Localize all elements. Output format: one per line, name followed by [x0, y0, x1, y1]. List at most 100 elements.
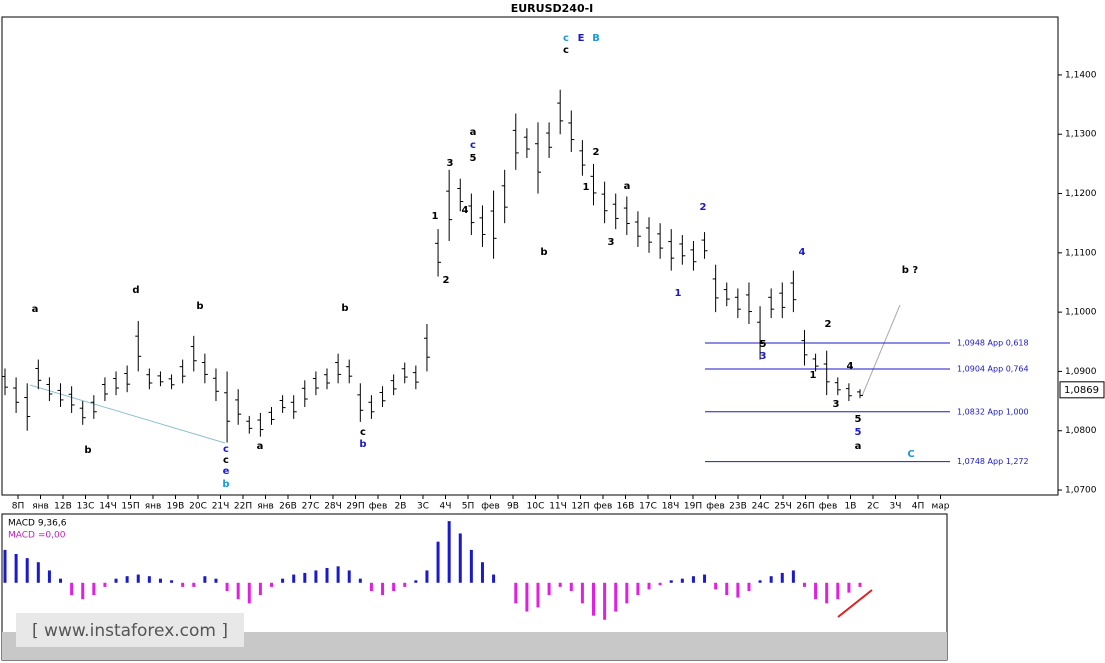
- y-tick-label: 1,1200: [1065, 189, 1097, 199]
- macd-bar: [625, 582, 629, 604]
- wave-label: b ?: [902, 265, 919, 276]
- x-tick-label: 15П: [121, 502, 139, 512]
- macd-bar: [814, 582, 818, 600]
- x-tick-label: 28Ч: [324, 502, 342, 512]
- macd-bar: [514, 582, 518, 604]
- x-tick-label: 26В: [279, 502, 297, 512]
- level-label: 1,0948 App 0,618: [957, 338, 1029, 347]
- y-tick-label: 1,1300: [1065, 130, 1097, 140]
- macd-bar: [292, 574, 296, 583]
- wave-label: 5: [855, 427, 862, 438]
- level-label: 1,0832 App 1,000: [957, 407, 1029, 416]
- x-tick-label: 16В: [617, 502, 635, 512]
- macd-bar: [725, 582, 729, 596]
- macd-bar: [680, 578, 684, 583]
- level-label: 1,0748 App 1,272: [957, 457, 1029, 466]
- macd-bar: [125, 576, 129, 583]
- macd-bar: [447, 521, 451, 583]
- macd-bar: [647, 582, 651, 590]
- x-tick-label: 19П: [684, 502, 702, 512]
- macd-bar: [70, 582, 74, 596]
- wave-label: b: [222, 479, 229, 490]
- x-tick-label: 11Ч: [549, 502, 567, 512]
- x-tick-label: 29П: [346, 502, 364, 512]
- macd-bar: [347, 570, 351, 583]
- x-tick-label: 25Ч: [774, 502, 792, 512]
- wave-label: C: [907, 449, 914, 460]
- wave-label: c: [470, 140, 476, 151]
- x-tick-label: 12П: [571, 502, 589, 512]
- wave-label: 1: [583, 182, 590, 193]
- y-tick-label: 1,1000: [1065, 308, 1097, 318]
- macd-bar: [525, 582, 529, 612]
- trend-line: [29, 384, 226, 444]
- macd-bar: [358, 578, 362, 583]
- macd-bar: [25, 558, 29, 583]
- chart-title: EURUSD240-I: [511, 2, 594, 15]
- divergence-line: [837, 589, 873, 618]
- wave-label: 3: [608, 237, 615, 248]
- x-tick-label: 19В: [167, 502, 185, 512]
- wave-label: a: [624, 181, 631, 192]
- wave-label: a: [32, 304, 39, 315]
- wave-label: c: [223, 444, 229, 455]
- x-tick-label: 2В: [395, 502, 407, 512]
- x-tick-label: 26П: [796, 502, 814, 512]
- x-tick-label: 20С: [189, 502, 207, 512]
- macd-bar: [303, 572, 307, 583]
- macd-bar: [147, 576, 151, 583]
- wave-label: c: [563, 45, 569, 56]
- wave-label: a: [470, 127, 477, 138]
- macd-bar: [59, 578, 63, 583]
- y-tick-label: 1,0700: [1065, 486, 1097, 496]
- wave-label: 2: [825, 319, 832, 330]
- level-label: 1,0904 App 0,764: [957, 365, 1029, 374]
- macd-bar: [81, 582, 85, 600]
- macd-bar: [92, 582, 96, 596]
- x-tick-label: янв: [145, 502, 162, 512]
- macd-bar: [791, 570, 795, 583]
- wave-label: 4: [799, 247, 806, 258]
- macd-bar: [247, 582, 251, 604]
- macd-bar: [14, 554, 18, 583]
- wave-label: b: [540, 247, 547, 258]
- wave-label: e: [223, 466, 230, 477]
- macd-bar: [858, 582, 862, 587]
- macd-bar: [658, 582, 662, 586]
- macd-bar: [592, 582, 596, 616]
- macd-bar: [558, 582, 562, 587]
- macd-bar: [536, 582, 540, 608]
- macd-bar: [714, 582, 718, 590]
- wave-label: 2: [593, 147, 600, 158]
- macd-bar: [836, 582, 840, 600]
- x-tick-label: 13С: [77, 502, 95, 512]
- macd-bar: [414, 580, 418, 583]
- wave-label: 1: [810, 370, 817, 381]
- x-tick-label: 10С: [527, 502, 545, 512]
- wave-label: 1: [675, 288, 682, 299]
- wave-label: a: [855, 441, 862, 452]
- x-tick-label: 17С: [639, 502, 657, 512]
- macd-bar: [469, 549, 473, 583]
- wave-label: 4: [847, 361, 854, 372]
- wave-label: 2: [443, 275, 450, 286]
- macd-bar: [269, 582, 273, 587]
- x-tick-label: 2С: [867, 502, 879, 512]
- x-tick-label: янв: [32, 502, 49, 512]
- macd-bar: [758, 580, 762, 583]
- macd-bar: [114, 578, 118, 583]
- wave-label: b: [341, 303, 348, 314]
- wave-label: d: [132, 285, 139, 296]
- macd-bar: [336, 566, 340, 583]
- x-tick-label: 21Ч: [212, 502, 230, 512]
- x-tick-label: 4П: [912, 502, 925, 512]
- macd-bar: [669, 580, 673, 583]
- wave-label: 3: [760, 351, 767, 362]
- macd-bar: [214, 578, 218, 583]
- macd-bar: [780, 572, 784, 583]
- macd-bar: [458, 533, 462, 583]
- x-tick-label: 27С: [302, 502, 320, 512]
- last-price-box: [1059, 381, 1105, 399]
- x-tick-label: 3С: [417, 502, 429, 512]
